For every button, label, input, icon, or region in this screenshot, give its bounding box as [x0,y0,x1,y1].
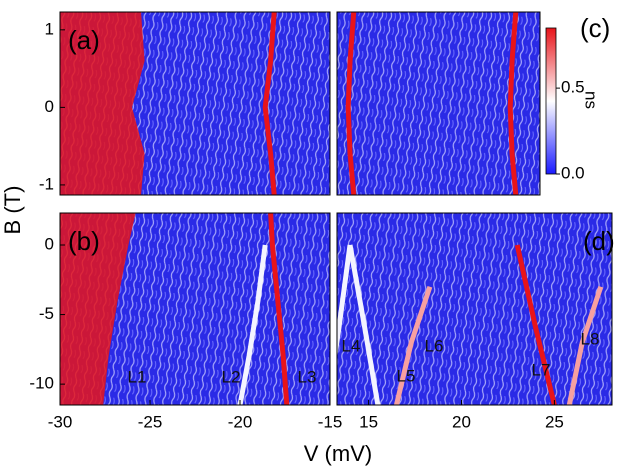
y-axis-label: B (T) [0,186,25,235]
resonance-line [237,244,268,405]
panel [337,213,612,405]
colorbar-tick-label: 0.5 [561,78,585,97]
panel-background [337,213,612,405]
line-label: L3 [298,367,317,386]
colorbar-tick-label: 0.0 [561,163,585,182]
line-label: L4 [342,336,361,355]
panel [337,12,540,195]
resonance-line [566,285,604,405]
y-tick-label: -1 [39,174,54,193]
panel [60,213,330,405]
line-label: L7 [532,360,551,379]
resonance-line [345,12,357,195]
x-tick-label: -15 [318,412,343,431]
panel-frame [59,212,331,406]
panel-label: (d) [583,226,615,256]
y-tick-label: -5 [39,304,54,323]
y-tick-label: -10 [29,374,54,393]
x-tick-label: 20 [452,412,471,431]
colorbar-unit: ns [582,91,601,109]
colorbar [545,27,557,175]
resonance-line [337,244,353,359]
panel-frame [59,11,331,196]
panel-label: (b) [68,226,100,256]
resonance-line [514,244,557,405]
y-tick-label: 0 [45,234,54,253]
panel [60,12,330,195]
x-tick-label: 25 [545,412,564,431]
resonance-line [347,244,381,405]
line-label: L5 [397,366,416,385]
x-tick-label: 15 [359,412,378,431]
panel-label: (c) [580,13,610,43]
resonance-band [60,12,145,195]
line-label: L8 [581,329,600,348]
x-axis-label: V (mV) [304,441,372,466]
panel-frame [336,212,613,406]
line-label: L6 [425,336,444,355]
resonance-line [394,285,433,405]
y-tick-label: 1 [45,19,54,38]
y-tick-label: 0 [45,97,54,116]
panel-frame [336,11,541,196]
panel-label: (a) [68,25,100,55]
line-label: L1 [128,367,147,386]
resonance-line [268,213,290,405]
x-tick-label: -30 [48,412,73,431]
resonance-band [60,213,136,405]
x-tick-label: -25 [138,412,163,431]
resonance-line [262,12,277,195]
resonance-line [507,12,519,195]
panel-background [337,12,540,195]
x-tick-label: -20 [228,412,253,431]
line-label: L2 [222,367,241,386]
